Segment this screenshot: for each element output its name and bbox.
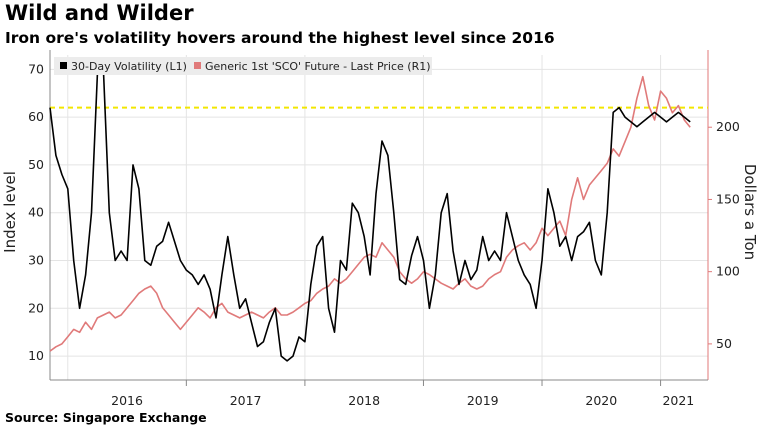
x-tick-label: 2018: [348, 393, 380, 408]
source-note: Source: Singapore Exchange: [5, 410, 207, 425]
y-left-tick-label: 70: [28, 61, 44, 76]
y-axis-right-title: Dollars a Ton: [741, 164, 759, 260]
y-left-tick-label: 60: [28, 109, 44, 124]
legend-swatch-volatility: [60, 62, 67, 69]
legend: 30-Day Volatility (L1) Generic 1st 'SCO' …: [54, 57, 432, 75]
y-left-tick-label: 50: [28, 157, 44, 172]
axes-layer: 10 20 30 40 50 60 70 50 100 150 200 2016 2017 2018 201…: [28, 50, 740, 408]
y-right-tick-label: 50: [716, 336, 732, 351]
legend-box: [54, 57, 432, 75]
legend-label-price: Generic 1st 'SCO' Future - Last Price (R…: [205, 60, 431, 73]
x-tick-label: 2016: [111, 393, 143, 408]
y-left-tick-label: 40: [28, 205, 44, 220]
y-left-tick-label: 10: [28, 348, 44, 363]
x-tick-label: 2020: [585, 393, 617, 408]
y-right-tick-label: 150: [716, 191, 740, 206]
y-axis-left-title: Index level: [1, 171, 19, 253]
y-left-tick-label: 30: [28, 253, 44, 268]
grid-layer: [50, 55, 708, 380]
legend-label-volatility: 30-Day Volatility (L1): [71, 60, 187, 73]
y-left-tick-label: 20: [28, 300, 44, 315]
x-tick-label: 2017: [230, 393, 262, 408]
series-layer: [49, 68, 708, 362]
y-right-tick-label: 100: [716, 264, 740, 279]
chart-subtitle: Iron ore's volatility hovers around the …: [5, 29, 555, 47]
volatility-series-line: [49, 68, 691, 362]
x-tick-label: 2019: [467, 393, 499, 408]
legend-swatch-price: [194, 62, 201, 69]
x-tick-label: 2021: [662, 393, 694, 408]
price-series-line: [49, 75, 691, 352]
y-right-tick-label: 200: [716, 119, 740, 134]
chart-title: Wild and Wilder: [5, 1, 194, 25]
